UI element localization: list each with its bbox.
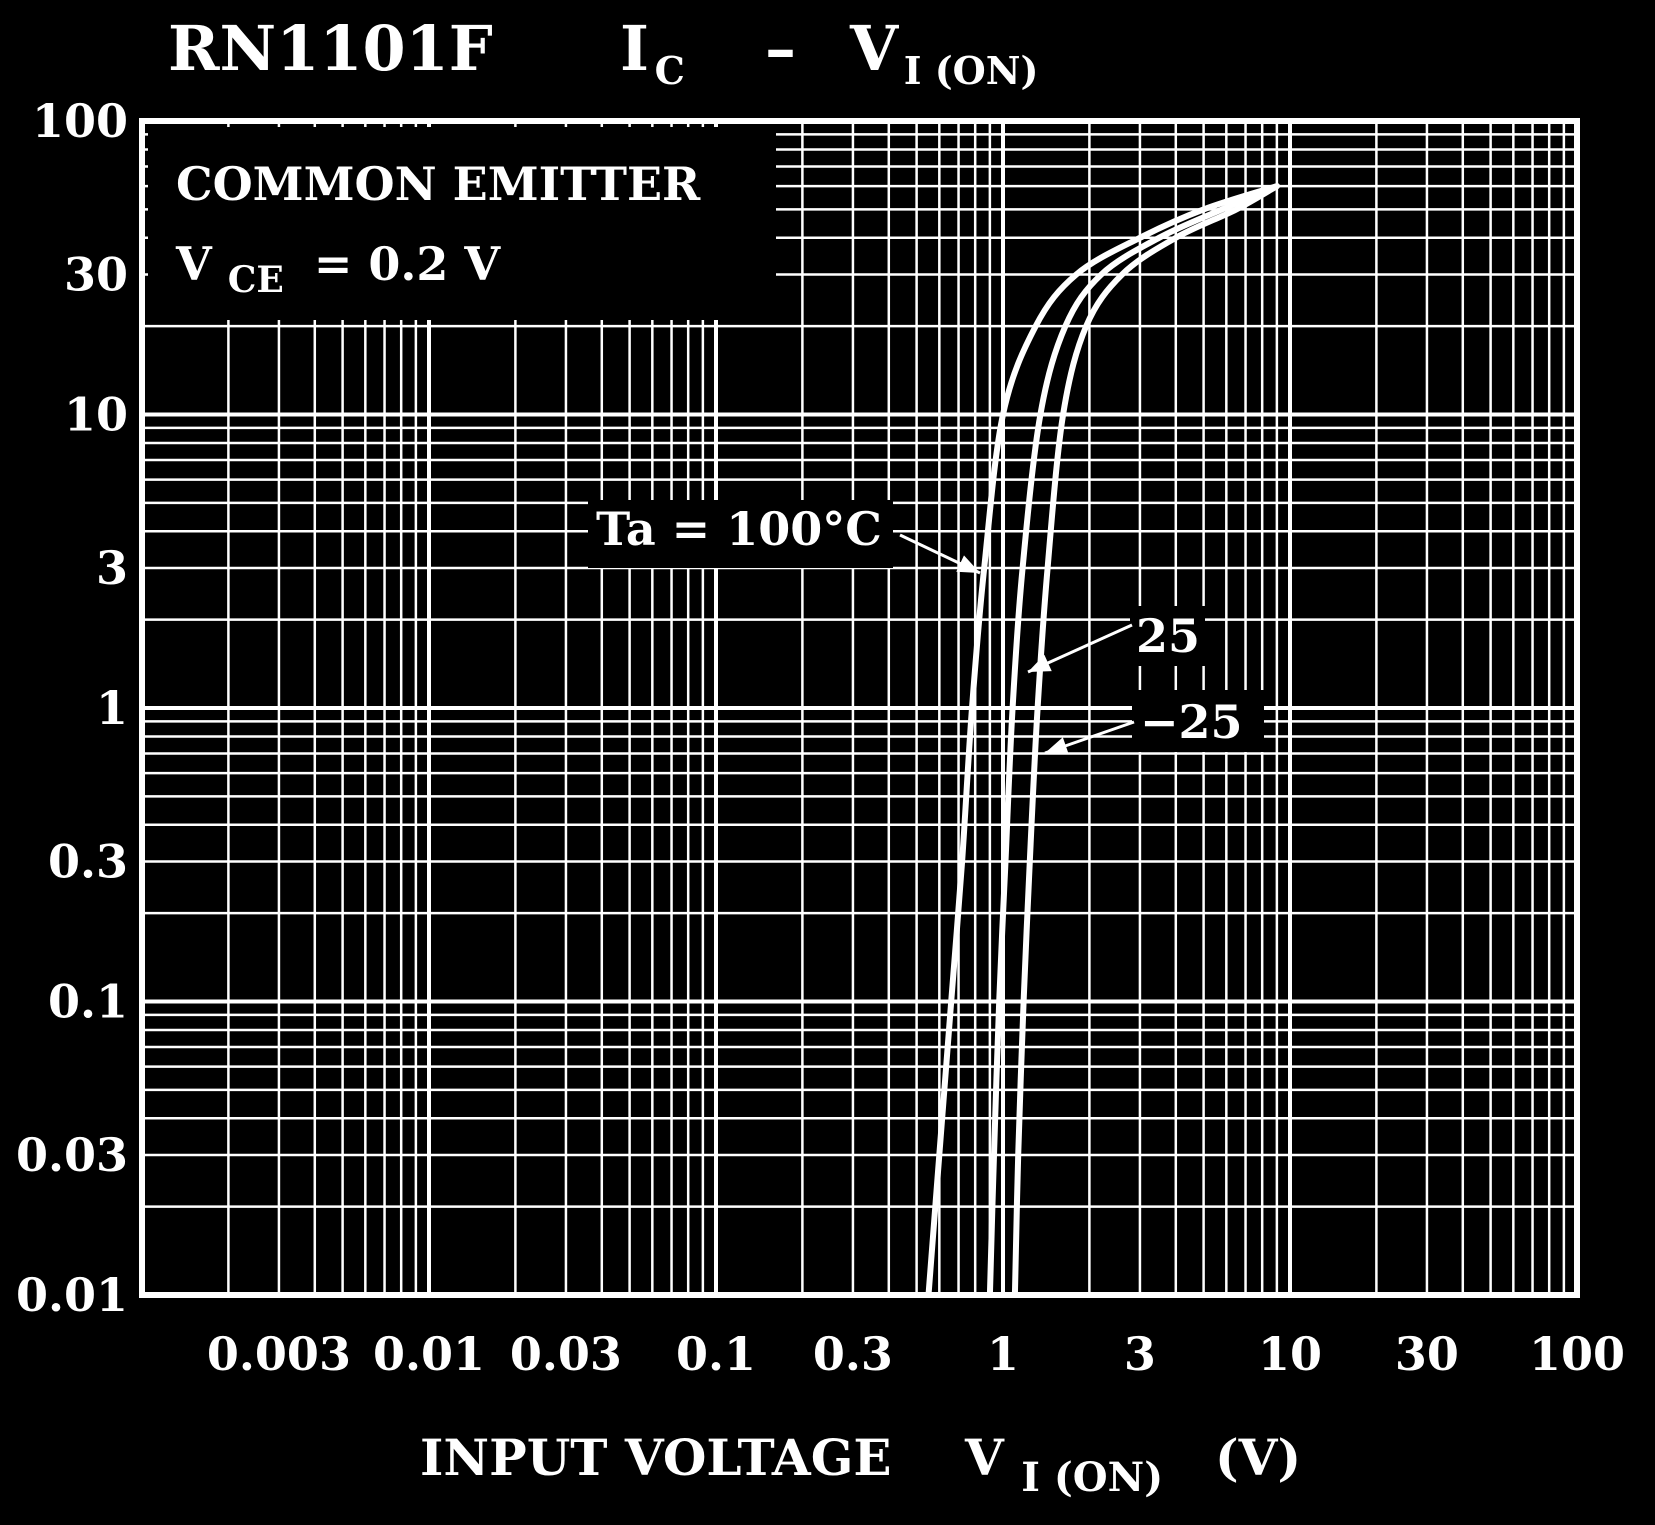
y-tick-label: 0.01 (16, 1268, 128, 1322)
series-curves (925, 183, 1280, 1298)
annotation-box-100c (588, 500, 893, 568)
x-tick-label: 0.1 (676, 1327, 756, 1381)
x-tick-label: 30 (1395, 1327, 1459, 1381)
y-tick-label: 10 (64, 388, 128, 442)
annotation-arrow-head-2 (1045, 737, 1069, 755)
conditions-vce: V CE = 0.2 V (175, 237, 501, 303)
annotation-label-100c: Ta = 100°C (596, 502, 882, 556)
x-tick-labels: 0.003 0.01 0.03 0.1 0.3 1 3 10 30 100 (207, 1327, 1625, 1381)
y-tick-label: 0.3 (48, 834, 128, 888)
x-tick-label: 0.003 (207, 1327, 351, 1381)
annotation-label-25: 25 (1136, 609, 1200, 663)
plot-frame (139, 118, 1580, 1298)
x-tick-label: 10 (1258, 1327, 1322, 1381)
grid-lines (140, 121, 1577, 1297)
x-tick-label: 1 (987, 1327, 1019, 1381)
annotation-box-25 (1130, 606, 1205, 666)
conditions-box (148, 127, 776, 320)
y-tick-label: 3 (96, 541, 128, 595)
y-tick-label: 1 (96, 681, 128, 735)
x-tick-label: 0.3 (813, 1327, 893, 1381)
annotation-arrows (899, 533, 1135, 755)
x-tick-label: 100 (1529, 1327, 1625, 1381)
series-line-1 (986, 183, 1280, 1298)
x-tick-label: 3 (1124, 1327, 1156, 1381)
y-tick-label: 0.1 (48, 975, 128, 1029)
x-axis-label: INPUT VOLTAGE V I (ON) (V) (420, 1428, 1301, 1503)
series-line-0 (925, 183, 1280, 1298)
annotation-label-minus25: −25 (1140, 695, 1243, 749)
y-tick-label: 100 (32, 94, 128, 148)
x-tick-label: 0.03 (510, 1327, 622, 1381)
conditions-line1: COMMON EMITTER (176, 157, 701, 211)
chart-title: RN1101F I C – V I (ON) (168, 12, 1039, 93)
annotation-box-minus25 (1132, 690, 1264, 752)
y-tick-label: 30 (64, 247, 128, 301)
series-line-2 (1011, 183, 1280, 1298)
annotation-arrow-head-1 (1028, 654, 1052, 672)
y-tick-label: 0.03 (16, 1128, 128, 1182)
annotation-arrow-head-0 (956, 555, 980, 573)
y-tick-labels: 0.01 0.03 0.1 0.3 1 3 10 30 100 (16, 94, 128, 1322)
x-tick-label: 0.01 (373, 1327, 485, 1381)
